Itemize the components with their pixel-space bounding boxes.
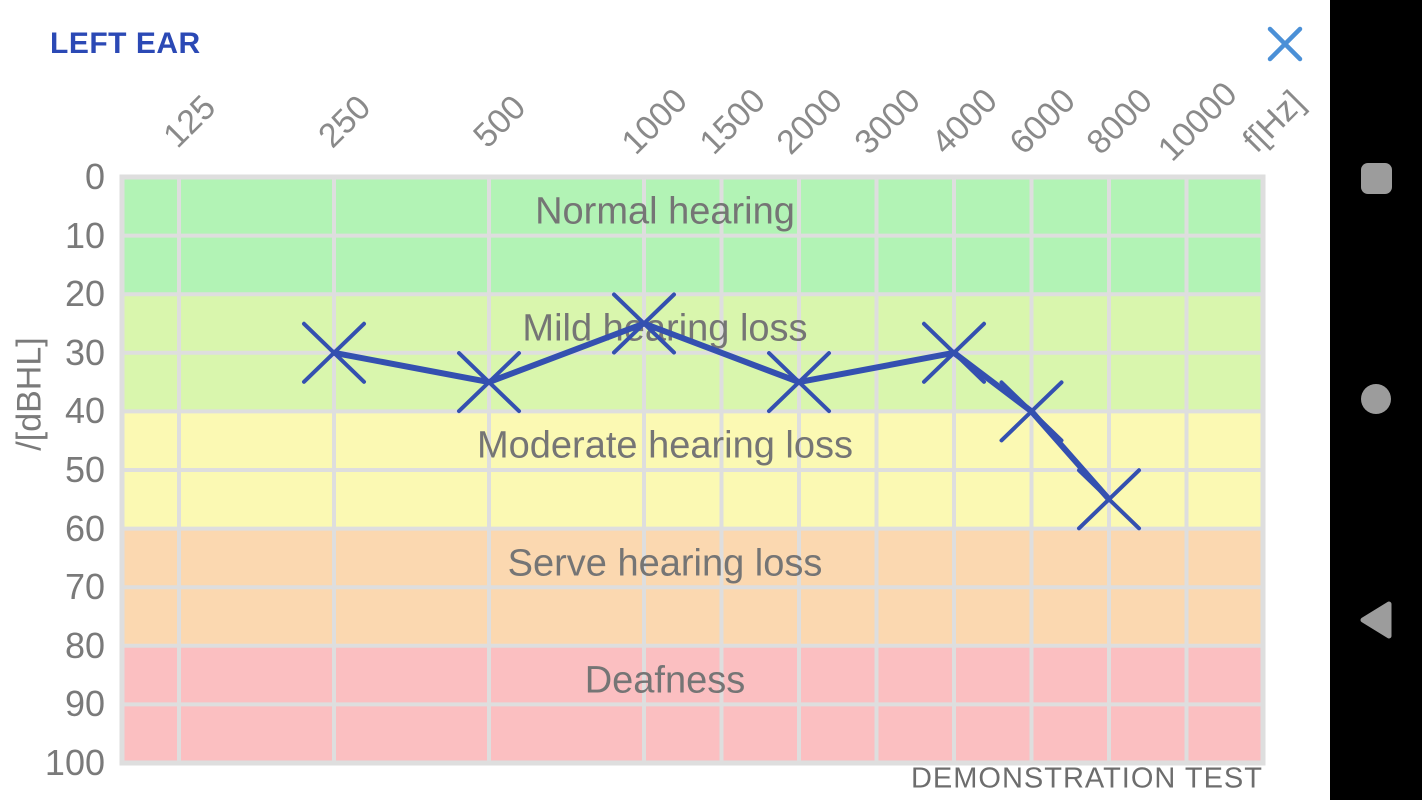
close-icon (1267, 26, 1303, 62)
audiogram-x-marker (922, 321, 986, 384)
audiogram-x-marker (612, 292, 676, 355)
back-triangle-icon (1360, 601, 1392, 639)
zone-label: Deafness (584, 659, 746, 702)
y-tick-label: 70 (64, 566, 105, 608)
y-tick-label: 20 (64, 273, 105, 315)
demo-watermark: DEMONSTRATION TEST (910, 762, 1263, 795)
recents-button[interactable] (1330, 143, 1422, 213)
y-tick-label: 100 (44, 742, 105, 783)
audiogram-x-marker (999, 380, 1064, 443)
y-tick-label: 30 (64, 331, 105, 373)
y-tick-label: 80 (64, 624, 105, 666)
audiogram-x-marker (302, 321, 366, 384)
y-tick-label: 90 (64, 683, 105, 725)
audiogram-x-marker (1077, 468, 1141, 531)
y-tick-label: 40 (64, 390, 105, 432)
y-tick-label: 0 (84, 156, 105, 197)
recents-square-icon (1360, 162, 1392, 194)
y-tick-label: 10 (64, 214, 105, 256)
back-button[interactable] (1330, 585, 1422, 655)
plot-frame (119, 174, 1266, 766)
audiogram-x-marker (457, 351, 521, 414)
audiogram-series (302, 292, 1141, 531)
close-button[interactable] (1263, 22, 1307, 66)
page-title: LEFT EAR (50, 27, 201, 60)
zone-label: Serve hearing loss (507, 542, 823, 585)
android-nav-bar (1330, 0, 1422, 800)
audiogram-panel: LEFT EAR /[dBHL] f[Hz] 125 250 500 1000 1500… (10, 22, 1312, 795)
home-circle-icon (1361, 384, 1391, 414)
y-tick-label: 60 (64, 507, 105, 549)
y-tick-label: 50 (64, 449, 105, 490)
audiogram-line (331, 320, 1112, 503)
audiogram-x-marker (767, 351, 831, 414)
audiogram-chart-background (119, 174, 1266, 766)
zone-label: Normal hearing (535, 190, 795, 233)
home-button[interactable] (1330, 364, 1422, 434)
zone-label: Moderate hearing loss (477, 424, 853, 467)
